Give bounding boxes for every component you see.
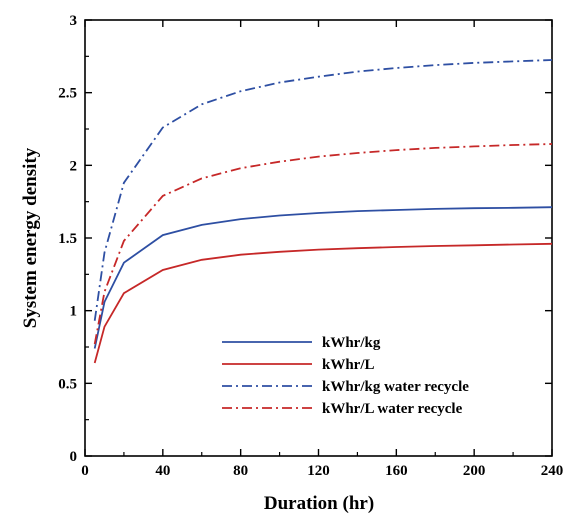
legend: kWhr/kg kWhr/L kWhr/kg water recycle kWhr/L… [222,335,469,417]
series-line-1 [93,206,553,349]
x-tick-label: 240 [541,463,564,479]
plot-frame [84,19,553,457]
x-tick-label: 120 [307,463,330,479]
y-tick-label: 2 [70,158,78,174]
y-tick-label: 1.5 [58,231,77,247]
y-tick-label: 2.5 [58,86,77,102]
x-tick-label: 200 [463,463,486,479]
legend-label: kWhr/L water recycle [322,401,463,417]
legend-label: kWhr/kg [322,335,381,351]
series-layer [93,59,553,364]
series-line-2 [93,242,553,364]
x-axis-title: Duration (hr) [264,493,374,514]
y-tick-label: 1 [70,304,78,320]
y-tick-label: 0.5 [58,376,77,392]
ticks-layer: 0 40 80 120 160 200 240 0 0.5 1 1.5 2 2.5 3 [58,13,563,479]
legend-label: kWhr/L [322,357,375,373]
y-axis-title: System energy density [20,147,41,328]
x-tick-label: 80 [233,463,248,479]
legend-label: kWhr/kg water recycle [322,379,469,395]
x-tick-label: 40 [155,463,170,479]
x-tick-label: 0 [81,463,89,479]
series-line-3 [93,59,553,321]
y-tick-label: 3 [70,13,78,29]
plot-area [84,19,553,457]
x-tick-label: 160 [385,463,408,479]
series-line-4 [93,143,553,345]
y-tick-label: 0 [70,449,78,465]
